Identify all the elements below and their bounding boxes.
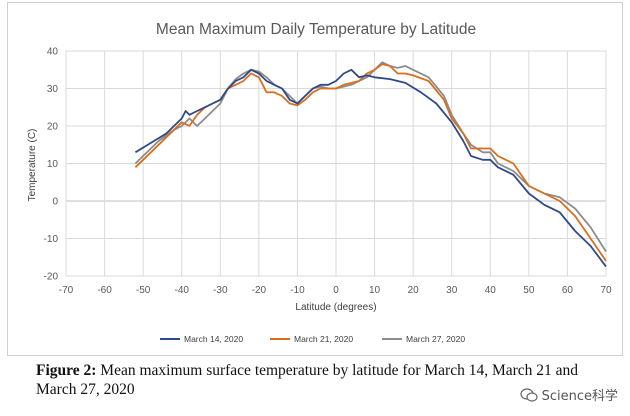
chart-container: Mean Maximum Daily Temperature by Latitu… bbox=[7, 2, 623, 356]
x-tick-label: -60 bbox=[97, 285, 112, 296]
x-tick-label: 0 bbox=[333, 285, 339, 296]
x-tick-label: -20 bbox=[252, 285, 267, 296]
series-lines bbox=[134, 61, 607, 268]
legend-label-march-21: March 21, 2020 bbox=[294, 334, 353, 344]
figure-caption-text: Mean maximum surface temperature by lati… bbox=[36, 362, 579, 398]
series-line-march-14 bbox=[134, 68, 607, 268]
x-tick-label: -10 bbox=[290, 285, 305, 296]
x-tick-label: 10 bbox=[369, 285, 381, 296]
y-tick-label: 10 bbox=[47, 159, 59, 170]
y-tick-label: 0 bbox=[52, 197, 58, 208]
x-tick-label: -30 bbox=[213, 285, 228, 296]
x-tick-label: 40 bbox=[485, 285, 497, 296]
line-chart: Mean Maximum Daily Temperature by Latitu… bbox=[27, 21, 612, 344]
y-axis-label: Temperature (C) bbox=[27, 129, 38, 202]
figure-caption: Figure 2: Mean maximum surface temperatu… bbox=[36, 361, 596, 399]
x-tick-label: -70 bbox=[59, 285, 74, 296]
chart-title: Mean Maximum Daily Temperature by Latitu… bbox=[156, 21, 476, 38]
x-tick-label: -50 bbox=[136, 285, 151, 296]
y-tick-label: -20 bbox=[44, 272, 59, 283]
series-line-march-21 bbox=[134, 63, 607, 262]
y-tick-label: 40 bbox=[47, 47, 59, 58]
y-tick-label: -10 bbox=[44, 234, 59, 245]
figure-caption-label: Figure 2: bbox=[36, 362, 97, 379]
x-tick-label: 20 bbox=[408, 285, 420, 296]
grid-lines bbox=[65, 50, 607, 277]
y-tick-label: 30 bbox=[47, 84, 59, 95]
x-tick-label: 50 bbox=[523, 285, 535, 296]
y-tick-label: 20 bbox=[47, 122, 59, 133]
x-axis-label: Latitude (degrees) bbox=[295, 302, 376, 313]
x-tick-label: 60 bbox=[562, 285, 574, 296]
x-tick-labels: -70 -60 -50 -40 -30 -20 -10 0 10 20 30 40 50 60 70 bbox=[59, 285, 612, 296]
watermark-text: Science科学 bbox=[541, 389, 618, 404]
legend: March 14, 2020 March 21, 2020 March 27, … bbox=[160, 334, 465, 344]
wechat-icon bbox=[519, 387, 538, 402]
legend-label-march-27: March 27, 2020 bbox=[406, 334, 465, 344]
y-tick-labels: 40 30 20 10 0 -10 -20 bbox=[44, 47, 59, 283]
series-line-march-27 bbox=[134, 61, 607, 253]
legend-label-march-14: March 14, 2020 bbox=[184, 334, 243, 344]
x-tick-label: 30 bbox=[446, 285, 458, 296]
x-tick-label: -40 bbox=[174, 285, 189, 296]
watermark: Science科学 bbox=[519, 385, 618, 404]
x-tick-label: 70 bbox=[600, 285, 612, 296]
